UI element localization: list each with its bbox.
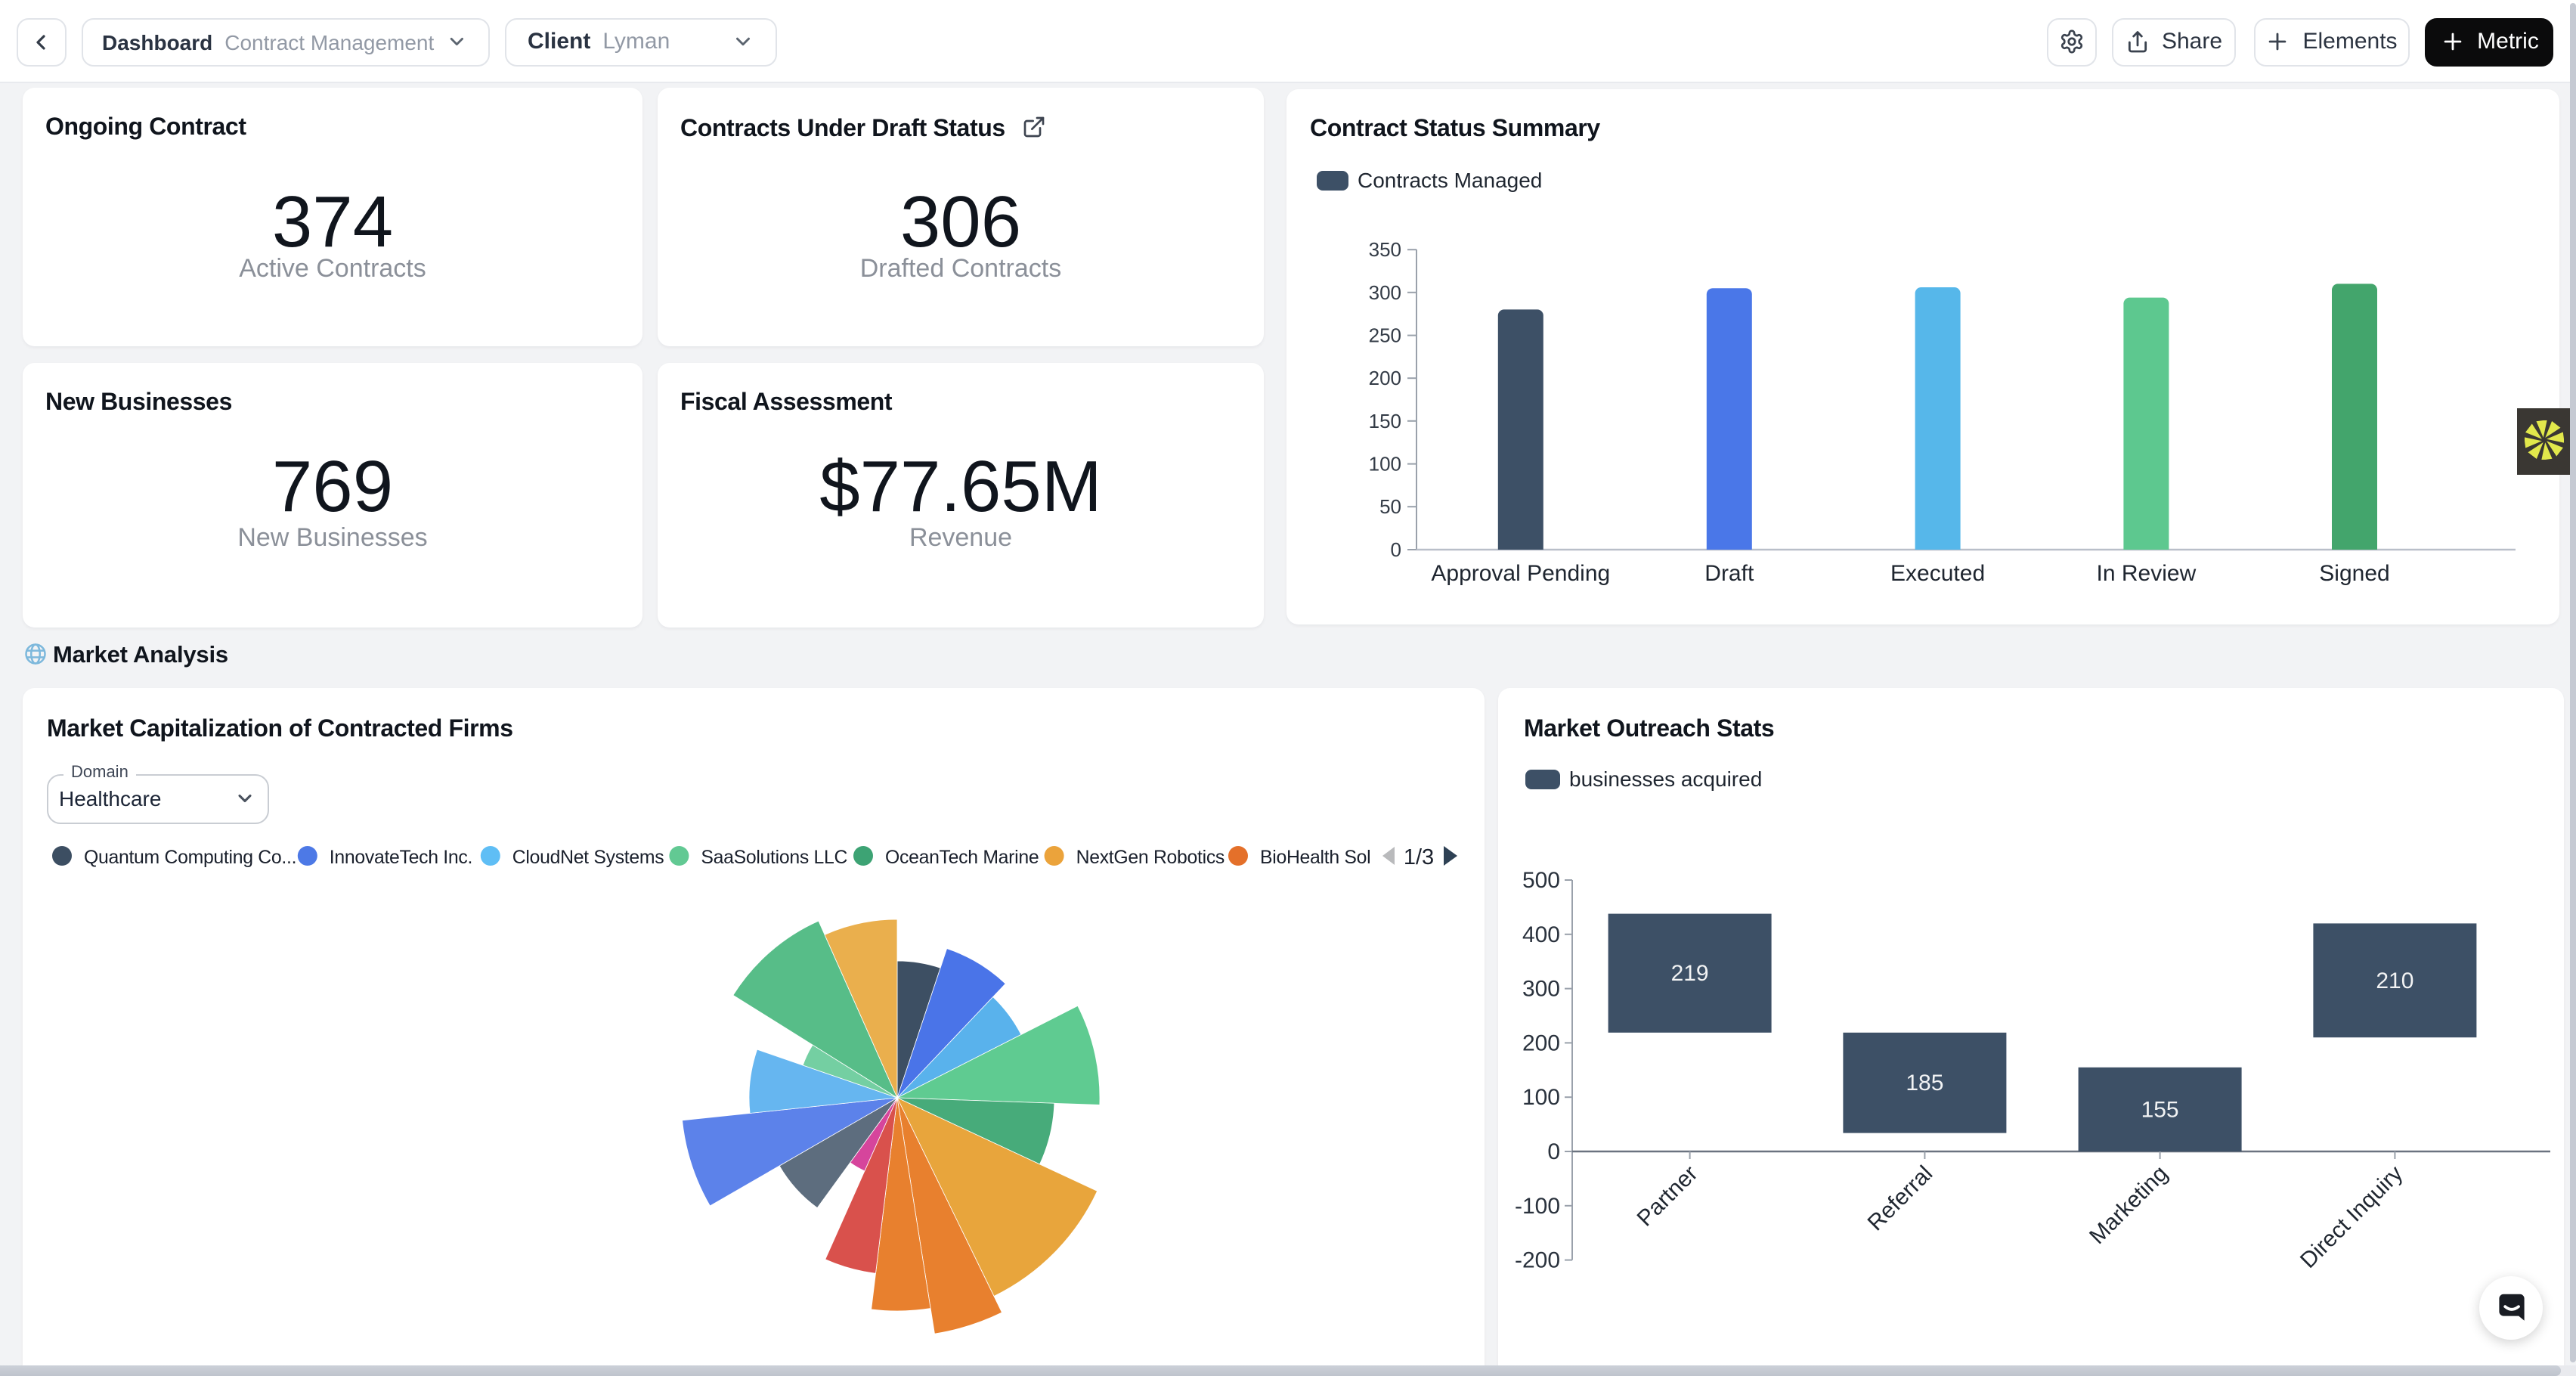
svg-text:Quantum Computing Co...: Quantum Computing Co... [84,848,296,868]
svg-text:300: 300 [1369,281,1401,304]
svg-text:219: 219 [1671,961,1709,986]
svg-text:In Review: In Review [2097,561,2197,586]
svg-text:1/3: 1/3 [1404,845,1434,869]
svg-text:100: 100 [1522,1085,1560,1110]
svg-text:-200: -200 [1515,1248,1560,1273]
svg-text:0: 0 [1391,538,1401,561]
svg-text:50: 50 [1379,495,1401,518]
svg-text:100: 100 [1369,453,1401,476]
svg-text:OceanTech Marine: OceanTech Marine [885,848,1039,868]
svg-text:Executed: Executed [1890,561,1985,586]
svg-text:150: 150 [1369,410,1401,432]
svg-text:185: 185 [1906,1071,1943,1096]
svg-text:210: 210 [2376,968,2413,993]
svg-text:BioHealth Sol: BioHealth Sol [1260,848,1370,868]
svg-text:Signed: Signed [2319,561,2389,586]
svg-text:-100: -100 [1515,1194,1560,1219]
svg-text:Marketing: Marketing [2085,1161,2172,1249]
svg-text:Partner: Partner [1633,1161,1703,1232]
svg-text:Direct Inquiry: Direct Inquiry [2296,1161,2407,1273]
svg-text:300: 300 [1522,977,1560,1002]
svg-text:200: 200 [1369,367,1401,389]
svg-text:Approval Pending: Approval Pending [1431,561,1610,586]
svg-text:InnovateTech Inc.: InnovateTech Inc. [330,848,472,868]
svg-text:Referral: Referral [1863,1161,1938,1236]
svg-text:350: 350 [1369,238,1401,261]
svg-text:CloudNet Systems: CloudNet Systems [512,848,664,868]
svg-text:400: 400 [1522,922,1560,947]
svg-text:200: 200 [1522,1030,1560,1055]
svg-text:250: 250 [1369,324,1401,346]
svg-text:SaaSolutions LLC: SaaSolutions LLC [701,848,847,868]
svg-text:Draft: Draft [1704,561,1754,586]
svg-text:155: 155 [2141,1097,2179,1122]
svg-text:0: 0 [1547,1139,1560,1164]
svg-text:500: 500 [1522,868,1560,893]
svg-text:NextGen Robotics: NextGen Robotics [1076,848,1225,868]
